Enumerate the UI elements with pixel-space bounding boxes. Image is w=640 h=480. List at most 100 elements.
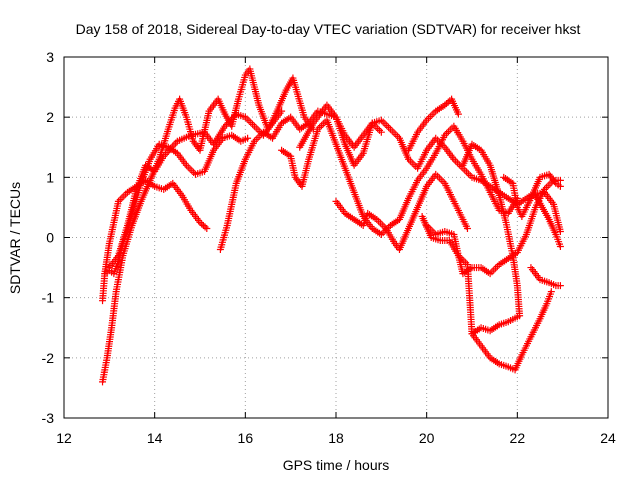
data-point [371, 214, 379, 222]
data-point [136, 200, 144, 208]
data-point [198, 129, 206, 137]
y-axis-label: SDTVAR / TECUs [7, 182, 23, 294]
data-point [388, 127, 396, 135]
data-point [170, 106, 178, 114]
data-point [537, 201, 545, 209]
series-track-n [527, 264, 564, 290]
data-point [304, 158, 312, 166]
data-point [209, 148, 217, 156]
series-track-h [332, 170, 471, 254]
data-point [239, 112, 247, 120]
y-tick-label: 3 [46, 49, 54, 65]
data-point [484, 268, 492, 276]
data-point [375, 117, 383, 125]
data-point [556, 225, 564, 233]
data-point [439, 102, 447, 110]
data-point [358, 210, 366, 218]
data-point [340, 162, 348, 170]
data-point [392, 131, 400, 139]
data-point [430, 109, 438, 117]
data-point [172, 148, 180, 156]
data-point [267, 133, 275, 141]
data-point [444, 128, 452, 136]
data-point [390, 237, 398, 245]
data-point [443, 237, 451, 245]
data-point [285, 114, 293, 122]
data-point [258, 130, 266, 138]
data-point [551, 178, 559, 186]
data-point [285, 151, 293, 159]
data-point [502, 193, 510, 201]
data-point [149, 166, 157, 174]
data-point [340, 207, 348, 215]
data-point [485, 352, 493, 360]
data-point [250, 122, 258, 130]
x-tick-label: 20 [419, 430, 435, 446]
data-point [164, 128, 172, 136]
data-point [154, 142, 162, 150]
data-point [507, 317, 515, 325]
y-tick-label: 0 [46, 230, 54, 246]
data-point [513, 201, 521, 209]
series-track-e [216, 107, 385, 254]
data-point [367, 121, 375, 129]
data-point [184, 163, 192, 171]
data-point [300, 111, 308, 119]
data-point [390, 129, 398, 137]
data-point [229, 114, 237, 122]
series-track-i [405, 95, 462, 154]
data-point [544, 213, 552, 221]
data-point [241, 135, 249, 143]
data-point [220, 108, 228, 116]
data-point [254, 99, 262, 107]
data-point [340, 138, 348, 146]
data-point [220, 124, 228, 132]
data-point [458, 135, 466, 143]
data-point [507, 178, 515, 186]
data-point [120, 192, 128, 200]
data-point [105, 242, 113, 250]
data-point [249, 139, 257, 147]
data-point [348, 214, 356, 222]
data-point [176, 189, 184, 197]
y-tick-label: 2 [46, 109, 54, 125]
data-point [291, 171, 299, 179]
data-point [440, 133, 448, 141]
data-point [227, 115, 235, 123]
data-point [435, 174, 443, 182]
data-point [462, 222, 470, 230]
data-point [543, 278, 551, 286]
data-point [494, 204, 502, 212]
data-point [544, 182, 552, 190]
data-point [493, 262, 501, 270]
data-point [386, 125, 394, 133]
data-point [377, 128, 385, 136]
data-point [422, 184, 430, 192]
data-point [185, 132, 193, 140]
data-point [493, 359, 501, 367]
data-point [358, 151, 366, 159]
data-point [526, 335, 534, 343]
data-point [189, 135, 197, 143]
data-point [543, 171, 551, 179]
data-point [181, 159, 189, 167]
data-point [132, 188, 140, 196]
y-tick-label: -1 [42, 290, 55, 306]
data-point [114, 200, 122, 208]
data-point [439, 141, 447, 149]
data-point [149, 181, 157, 189]
data-point [241, 157, 249, 165]
x-tick-label: 24 [600, 430, 616, 446]
data-point [492, 264, 500, 272]
data-point [107, 326, 115, 334]
series-track-o [531, 191, 564, 251]
data-point [439, 178, 447, 186]
data-point [475, 176, 483, 184]
series-track-m [500, 170, 564, 220]
x-tick-label: 16 [238, 430, 254, 446]
data-point [488, 268, 496, 276]
data-point [526, 197, 534, 205]
data-point [461, 166, 469, 174]
data-point [542, 302, 550, 310]
